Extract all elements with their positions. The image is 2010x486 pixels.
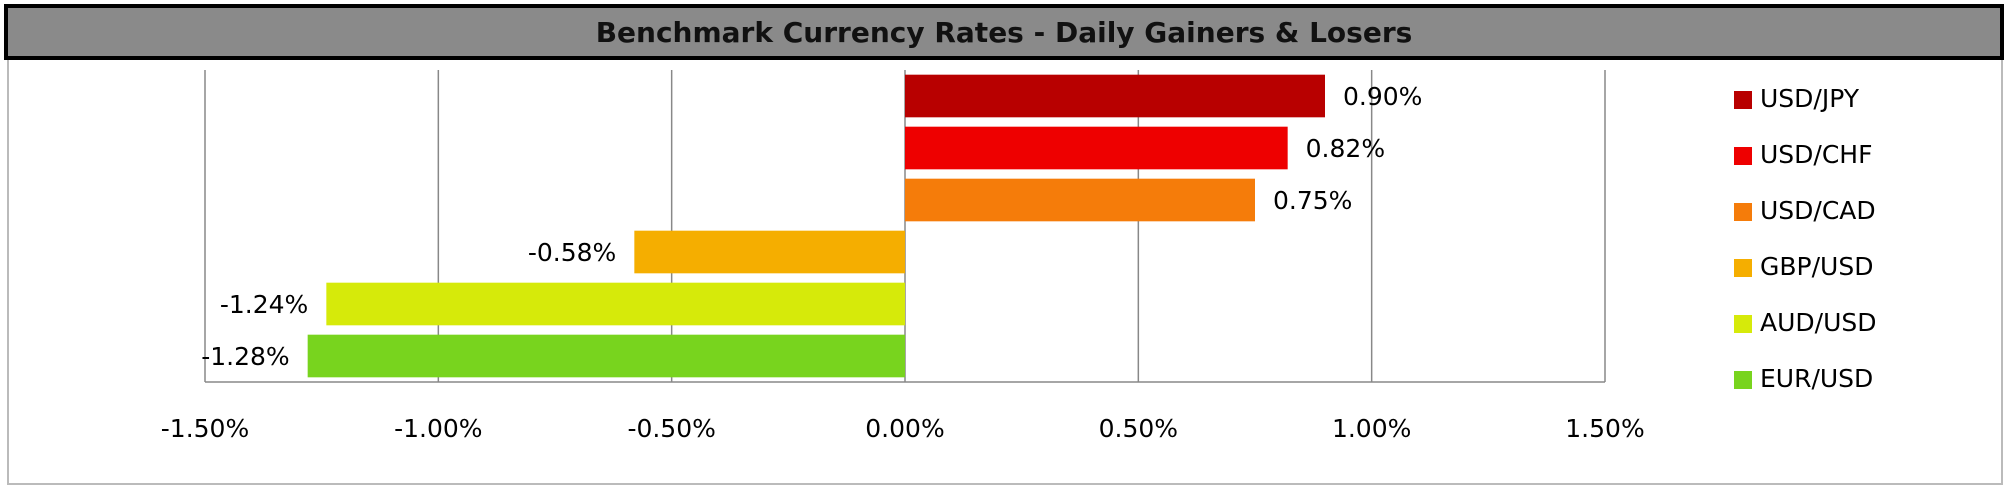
legend-label: USD/CAD (1760, 196, 1876, 225)
data-label: 0.82% (1306, 134, 1385, 163)
bar (905, 74, 1325, 118)
x-tick-label: 0.50% (1099, 414, 1178, 443)
legend-swatch (1734, 91, 1752, 109)
data-label: 0.90% (1343, 82, 1422, 111)
legend-swatch (1734, 147, 1752, 165)
x-tick-label: -1.00% (394, 414, 482, 443)
legend-swatch (1734, 315, 1752, 333)
bar (307, 334, 906, 378)
x-tick-label: -0.50% (627, 414, 715, 443)
legend-swatch (1734, 259, 1752, 277)
legend-label: AUD/USD (1760, 308, 1877, 337)
legend-swatch (1734, 371, 1752, 389)
title-bar (4, 4, 2004, 60)
x-tick-label: -1.50% (161, 414, 249, 443)
data-label: 0.75% (1273, 186, 1352, 215)
x-tick-label: 1.00% (1332, 414, 1411, 443)
data-label: -1.28% (201, 342, 289, 371)
chart-area (7, 57, 2003, 485)
bar (634, 230, 905, 274)
legend-swatch (1734, 203, 1752, 221)
bar (905, 178, 1255, 222)
data-label: -1.24% (220, 290, 308, 319)
legend-label: USD/CHF (1760, 140, 1872, 169)
legend-label: GBP/USD (1760, 252, 1873, 281)
data-label: -0.58% (528, 238, 616, 267)
x-tick-label: 0.00% (865, 414, 944, 443)
chart-title: Benchmark Currency Rates - Daily Gainers… (596, 16, 1413, 49)
bar (905, 126, 1288, 170)
legend-label: USD/JPY (1760, 84, 1860, 113)
legend-label: EUR/USD (1760, 364, 1873, 393)
bar (326, 282, 905, 326)
x-tick-label: 1.50% (1565, 414, 1644, 443)
